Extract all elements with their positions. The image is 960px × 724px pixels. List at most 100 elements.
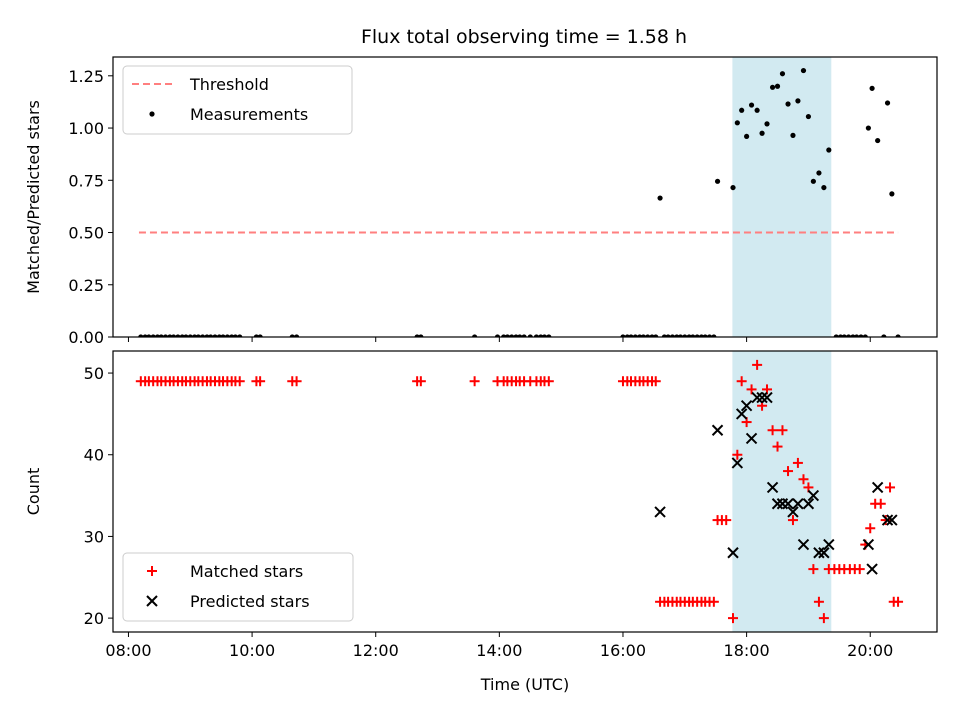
data-point-b [802, 498, 815, 510]
data-point [889, 191, 895, 197]
data-point [682, 334, 688, 337]
legend-marker [149, 111, 155, 117]
data-point [533, 334, 540, 337]
y-tick-label: 20 [84, 609, 104, 628]
data-point [677, 334, 684, 337]
data-point [805, 113, 812, 120]
x-tick-label: 08:00 [105, 641, 151, 660]
data-point [895, 334, 901, 337]
data-point [711, 424, 724, 436]
data-point-b [761, 391, 773, 404]
data-point [711, 334, 717, 337]
data-point [745, 432, 758, 445]
data-point [802, 498, 815, 510]
data-point-b [818, 547, 830, 559]
x-tick-label: 10:00 [229, 641, 275, 660]
y-tick-label: 0.00 [68, 328, 104, 347]
data-point [521, 334, 527, 337]
axes-frame [112, 350, 938, 633]
y-tick-label: 1.00 [68, 119, 104, 138]
data-point-b [866, 563, 878, 575]
data-point [234, 376, 245, 387]
data-point [865, 523, 876, 534]
data-point [766, 481, 779, 494]
x-tick-label: 16:00 [600, 641, 646, 660]
data-point [665, 334, 671, 337]
data-point-b [751, 391, 763, 404]
data-point [800, 67, 807, 74]
data-point [293, 334, 300, 337]
data-point [232, 334, 238, 337]
data-point [736, 376, 747, 387]
data-point [761, 391, 773, 404]
data-point [146, 334, 152, 337]
data-point [866, 563, 878, 575]
legend-marker-b [146, 595, 158, 607]
data-point [472, 334, 478, 337]
y-tick-label: 1.25 [68, 67, 104, 86]
highlight-span [732, 57, 832, 337]
data-point [782, 498, 794, 510]
data-point [774, 83, 781, 89]
data-point [494, 334, 501, 337]
data-point-b [886, 514, 898, 526]
axes-frame [112, 56, 938, 338]
data-point [669, 334, 676, 337]
data-point [748, 102, 755, 108]
data-point [833, 334, 839, 337]
data-point [170, 334, 177, 337]
data-point [541, 334, 548, 337]
data-point [183, 334, 189, 337]
data-point-b [782, 498, 794, 510]
data-point [783, 466, 794, 477]
data-point-b [862, 538, 875, 551]
legend-box [122, 65, 353, 135]
data-point [792, 498, 804, 510]
data-point [885, 482, 896, 493]
data-point [807, 489, 820, 502]
data-point [469, 376, 480, 387]
data-point [706, 334, 713, 337]
legend-marker [147, 566, 157, 576]
data-point [640, 334, 646, 337]
data-point-b [711, 424, 724, 436]
data-point [823, 538, 835, 551]
data-point [220, 334, 226, 337]
data-point-b [745, 432, 758, 445]
data-point [813, 547, 825, 559]
y-tick-label: 0.50 [68, 224, 104, 243]
data-point [187, 334, 193, 337]
data-point [735, 408, 748, 420]
data-point [884, 100, 891, 106]
legend: Matched stars Predicted stars [122, 552, 354, 622]
data-point [810, 178, 816, 184]
data-point [752, 359, 763, 370]
data-point [721, 515, 732, 526]
data-point [740, 400, 753, 412]
y-tick-label: 0.75 [68, 171, 104, 190]
data-point [732, 449, 743, 460]
legend-label: Measurements [190, 105, 308, 124]
data-point [846, 334, 852, 337]
y-tick-label: 40 [84, 446, 104, 465]
data-point [754, 107, 760, 113]
series-measurements [138, 67, 901, 337]
data-point [751, 391, 763, 404]
data-point [162, 334, 169, 337]
y-tick-label: 0.25 [68, 276, 104, 295]
data-point [138, 334, 144, 337]
data-point [816, 170, 822, 176]
data-point [787, 506, 799, 518]
data-point [854, 334, 860, 337]
data-point [771, 498, 784, 510]
legend-label: Threshold [189, 75, 269, 94]
data-point [654, 506, 666, 518]
data-point [858, 334, 864, 337]
legend-box [122, 552, 354, 622]
data-point-b [797, 538, 810, 551]
data-point-b [740, 400, 753, 412]
data-point [728, 613, 739, 624]
data-point [291, 376, 302, 387]
data-point [517, 334, 523, 337]
